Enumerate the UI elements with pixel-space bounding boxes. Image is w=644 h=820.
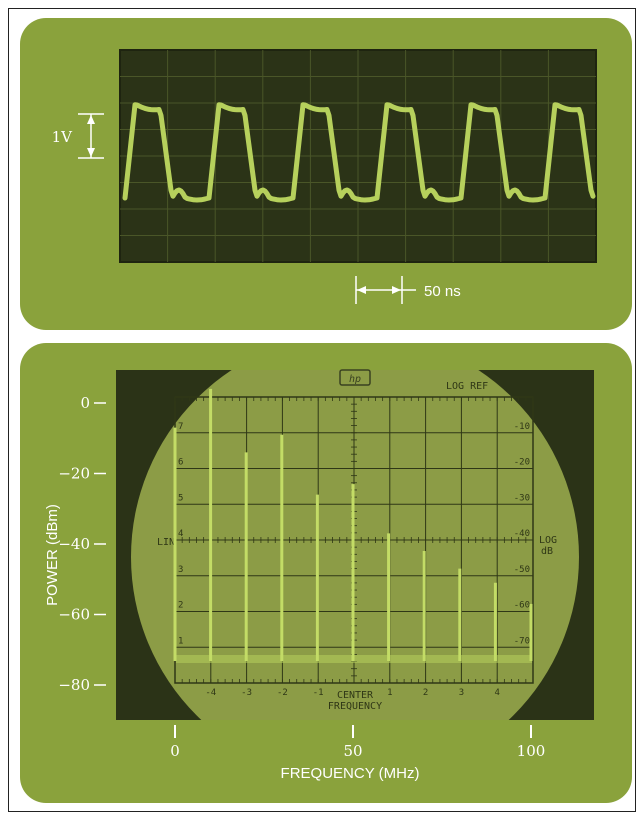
center-label: CENTER — [337, 690, 374, 701]
frequency-axis-tick-label: 50 — [343, 742, 362, 760]
left-division-label: 7 — [178, 422, 183, 432]
log-label: LOG — [539, 535, 557, 546]
right-db-label: -60 — [514, 601, 530, 611]
spectral-lines — [173, 388, 533, 661]
right-db-label: -10 — [514, 422, 530, 432]
oscilloscope-figure: 1V 50 ns — [52, 49, 597, 304]
frequency-axis-tick-label: 0 — [170, 742, 180, 760]
scope-graticule — [120, 50, 596, 262]
waveform-trace — [122, 102, 596, 203]
power-axis-tick-label: 0 — [80, 394, 90, 412]
power-axis-tick-label: −20 — [58, 465, 90, 483]
spectrum-figure: hp LOG REF LIN LOG dB CENTER FREQUENCY 7… — [44, 369, 594, 782]
power-axis-tick-label: −80 — [58, 676, 90, 694]
db-label: dB — [541, 546, 553, 557]
right-db-label: -20 — [514, 458, 530, 468]
left-division-label: 4 — [178, 529, 183, 539]
right-db-label: -30 — [514, 493, 530, 503]
left-division-label: 2 — [178, 601, 183, 611]
right-db-label: -70 — [514, 636, 530, 646]
lin-label: LIN — [157, 537, 175, 548]
left-division-label: 3 — [178, 565, 183, 575]
frequency-label: FREQUENCY — [328, 701, 382, 712]
time-scale-label: 50 ns — [424, 283, 461, 300]
bottom-division-label: -3 — [241, 688, 252, 698]
power-axis-tick-label: −60 — [58, 606, 90, 624]
log-ref-label: LOG REF — [446, 381, 488, 392]
spectrum-panel: hp LOG REF LIN LOG dB CENTER FREQUENCY 7… — [20, 343, 632, 803]
hp-logo: hp — [349, 374, 361, 385]
voltage-scale-label: 1V — [52, 128, 74, 146]
bottom-division-label: 3 — [459, 688, 464, 698]
voltage-scale-marker: 1V — [52, 113, 104, 159]
graticule-division-labels: 7 6 5 4 3 2 1 -10 -20 -30 -40 -50 -60 -70 -4 -3 -2 -1 1 2 3 4 — [178, 422, 530, 698]
power-axis-tick-label: −40 — [58, 535, 90, 553]
bottom-division-label: 2 — [423, 688, 428, 698]
left-division-label: 1 — [178, 636, 183, 646]
frequency-axis: 0 50 100 — [170, 725, 545, 760]
frequency-axis-label: FREQUENCY (MHz) — [281, 765, 420, 782]
time-scale-marker: 50 ns — [355, 276, 461, 304]
bottom-division-label: -1 — [313, 688, 324, 698]
right-db-label: -50 — [514, 565, 530, 575]
right-db-label: -40 — [514, 529, 530, 539]
bottom-division-label: 4 — [494, 688, 499, 698]
crt-face — [131, 370, 579, 720]
bottom-division-label: 1 — [387, 688, 392, 698]
frequency-axis-tick-label: 100 — [517, 742, 546, 760]
bottom-division-label: -4 — [205, 688, 216, 698]
power-axis-label: POWER (dBm) — [44, 504, 61, 606]
bottom-division-label: -2 — [277, 688, 288, 698]
page-border — [8, 8, 636, 812]
left-division-label: 5 — [178, 493, 183, 503]
oscilloscope-panel: 1V 50 ns — [20, 18, 632, 330]
left-division-label: 6 — [178, 458, 183, 468]
power-axis: 0 −20 −40 −60 −80 — [58, 394, 106, 694]
